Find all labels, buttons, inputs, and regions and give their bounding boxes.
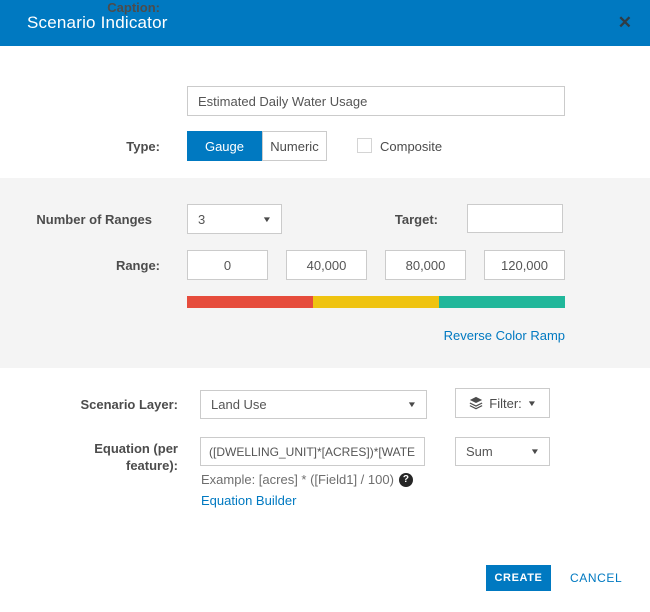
caption-input[interactable]	[187, 86, 565, 116]
aggregation-value: Sum	[466, 444, 493, 459]
filter-label: Filter:	[489, 395, 522, 411]
equation-example-row: Example: [acres] * ([Field1] / 100) ?	[201, 472, 413, 487]
equation-example-text: Example: [acres] * ([Field1] / 100)	[201, 472, 394, 487]
create-button[interactable]: CREATE	[486, 565, 551, 591]
chevron-down-icon: ▼	[526, 398, 537, 408]
color-ramp-segment-red	[187, 296, 313, 308]
number-of-ranges-value: 3	[198, 211, 206, 227]
color-ramp-segment-green	[439, 296, 565, 308]
composite-checkbox[interactable]	[357, 138, 372, 153]
target-label: Target:	[394, 212, 438, 227]
number-of-ranges-dropdown[interactable]: 3 ▼	[187, 204, 282, 234]
caption-label: Caption:	[107, 0, 160, 15]
dialog-title: Scenario Indicator	[27, 13, 168, 32]
equation-builder-link[interactable]: Equation Builder	[201, 493, 297, 508]
scenario-layer-dropdown[interactable]: Land Use ▼	[200, 390, 427, 419]
dialog-header: Scenario Indicator ✕	[0, 0, 650, 46]
cancel-link[interactable]: CANCEL	[570, 571, 623, 585]
color-ramp-segment-yellow	[313, 296, 439, 308]
close-icon[interactable]: ✕	[617, 13, 632, 32]
range-input-1[interactable]	[187, 250, 268, 280]
range-label: Range:	[115, 258, 160, 273]
chevron-down-icon: ▼	[406, 400, 418, 409]
range-input-2[interactable]	[286, 250, 367, 280]
number-of-ranges-label: Number of Ranges	[36, 212, 152, 227]
target-input[interactable]	[467, 204, 563, 233]
equation-label-line2: feature):	[125, 458, 178, 473]
aggregation-dropdown[interactable]: Sum ▼	[455, 437, 550, 466]
range-input-3[interactable]	[385, 250, 466, 280]
type-gauge-button[interactable]: Gauge	[187, 131, 262, 161]
equation-label-line1: Equation (per	[94, 441, 178, 456]
color-ramp	[187, 296, 565, 308]
chevron-down-icon: ▼	[529, 447, 541, 456]
range-input-4[interactable]	[484, 250, 565, 280]
chevron-down-icon: ▼	[261, 214, 273, 224]
filter-dropdown[interactable]: Filter: ▼	[455, 388, 550, 418]
type-label: Type:	[126, 139, 160, 154]
type-numeric-button[interactable]: Numeric	[262, 131, 327, 161]
scenario-layer-label: Scenario Layer:	[80, 397, 178, 412]
help-icon[interactable]: ?	[398, 472, 413, 487]
reverse-color-ramp-wrap: Reverse Color Ramp	[187, 327, 565, 345]
scenario-layer-value: Land Use	[211, 397, 267, 412]
equation-label: Equation (per feature):	[0, 440, 178, 474]
equation-input[interactable]	[200, 437, 425, 466]
layers-icon	[469, 396, 483, 410]
reverse-color-ramp-link[interactable]: Reverse Color Ramp	[443, 328, 565, 343]
composite-label: Composite	[380, 139, 443, 154]
